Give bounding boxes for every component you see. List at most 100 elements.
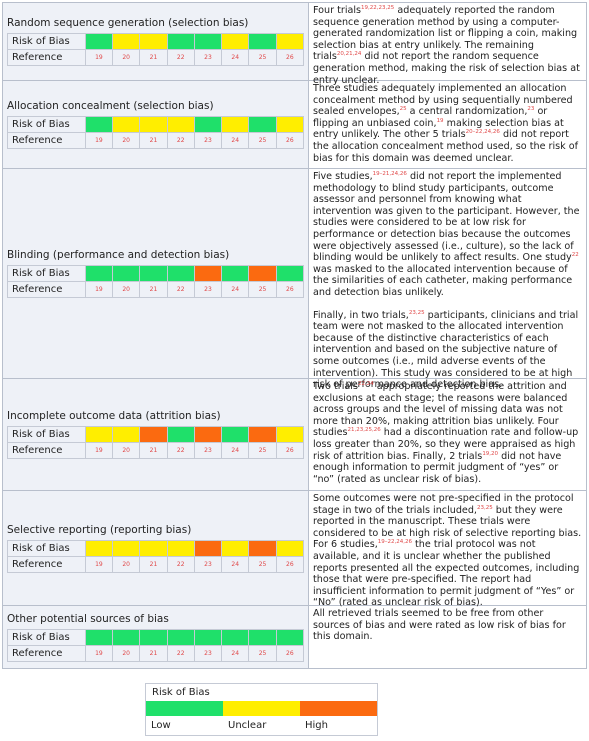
reference-number: 20 — [112, 132, 141, 149]
rating-cell — [112, 539, 141, 557]
rating-cell — [112, 33, 141, 50]
reference-number: 25 — [248, 555, 277, 573]
reference-number: 19 — [84, 49, 114, 66]
text: but they were reported in the manuscript… — [313, 504, 582, 551]
reference-number: 24 — [221, 281, 250, 298]
text: Some outcomes were not pre-specified in … — [313, 493, 574, 516]
text: did not report the random sequence gener… — [313, 51, 580, 86]
text: Finally, in two trials, — [313, 309, 409, 321]
reference-number: 21 — [139, 132, 168, 149]
reference-number: 24 — [221, 644, 250, 662]
legend-label: Unclear — [228, 720, 267, 731]
paragraph: Finally, in two trials,23,25 participant… — [313, 310, 582, 391]
rating-cell — [193, 628, 223, 646]
domain-row: Other potential sources of bias Risk of B… — [3, 606, 586, 669]
row-label: Risk of Bias — [7, 265, 86, 282]
legend-swatch — [146, 701, 223, 716]
domain-row: Selective reporting (reporting bias) Risk… — [3, 491, 586, 609]
rating-cell — [112, 426, 141, 443]
text: adequately reported the random sequence … — [313, 5, 578, 63]
domain-text: Four trials19,22,23,25 adequately report… — [309, 3, 586, 86]
citation: 23,25 — [476, 504, 493, 511]
rating-cell — [112, 116, 141, 133]
row-label: Risk of Bias — [7, 426, 86, 443]
reference-number: 19 — [84, 281, 114, 298]
reference-number: 23 — [193, 555, 223, 573]
rating-cell — [248, 426, 277, 443]
rating-cell — [248, 33, 277, 50]
reference-number: 23 — [193, 442, 223, 459]
reference-number: 26 — [275, 644, 305, 662]
reference-number: 24 — [221, 442, 250, 459]
reference-row: Reference 19 20 21 22 23 24 25 26 — [7, 281, 305, 298]
rating-row: Risk of Bias — [7, 33, 305, 50]
domain-text: Five studies,19–21,24,26 did not report … — [309, 169, 586, 390]
rating-cell — [275, 116, 305, 133]
rating-table: Risk of Bias Reference 19 20 21 22 23 24 25 26 — [7, 116, 305, 149]
reference-number: 20 — [112, 644, 141, 662]
legend-label: Low — [151, 720, 171, 731]
citation: 22,24 — [357, 381, 374, 387]
domain-title: Selective reporting (reporting bias) — [7, 523, 192, 536]
reference-number: 23 — [193, 644, 223, 662]
reference-number: 22 — [166, 132, 195, 149]
rating-cell — [221, 539, 250, 557]
rating-cell — [139, 116, 168, 133]
rating-cell — [248, 628, 277, 646]
reference-number: 21 — [139, 281, 168, 298]
rating-cell — [193, 426, 223, 443]
row-label: Risk of Bias — [7, 116, 86, 133]
domain-text: Two trials22,24 appropriately reported t… — [309, 379, 586, 490]
rating-cell — [193, 116, 223, 133]
rating-cell — [166, 539, 195, 557]
rating-cell — [166, 33, 195, 50]
domain-row: Random sequence generation (selection bi… — [3, 3, 586, 86]
citation: 19,20 — [482, 450, 499, 457]
risk-table: Random sequence generation (selection bi… — [2, 2, 587, 669]
reference-number: 22 — [166, 644, 195, 662]
reference-number: 20 — [112, 555, 141, 573]
text: appropriately reported the attrition and… — [313, 381, 568, 439]
domain-title: Incomplete outcome data (attrition bias) — [7, 410, 221, 422]
reference-number: 22 — [166, 442, 195, 459]
rating-cell — [221, 628, 250, 646]
rating-cell — [139, 628, 168, 646]
reference-row: Reference 19 20 21 22 23 24 25 26 — [7, 49, 305, 66]
reference-number: 24 — [221, 132, 250, 149]
legend-title: Risk of Bias — [152, 687, 210, 698]
rating-cell — [139, 33, 168, 50]
rating-cell — [166, 116, 195, 133]
text: the trial protocol was not available, an… — [313, 539, 580, 609]
rating-row: Risk of Bias — [7, 265, 305, 282]
legend-bars — [146, 701, 377, 716]
rating-cell — [84, 426, 114, 443]
reference-number: 26 — [275, 281, 305, 298]
domain-summary: Selective reporting (reporting bias) Risk… — [3, 491, 309, 605]
text: making selection bias at entry unlikely.… — [313, 117, 564, 141]
rating-cell — [112, 265, 141, 282]
reference-number: 25 — [248, 49, 277, 66]
rating-cell — [166, 426, 195, 443]
reference-number: 25 — [248, 442, 277, 459]
reference-number: 26 — [275, 132, 305, 149]
reference-number: 21 — [139, 49, 168, 66]
citation: 22 — [571, 252, 579, 259]
rating-cell — [248, 265, 277, 282]
row-label: Reference — [7, 555, 86, 573]
reference-number: 20 — [112, 281, 141, 298]
legend-swatch — [223, 701, 300, 716]
row-label: Reference — [7, 442, 86, 459]
domain-summary: Random sequence generation (selection bi… — [3, 3, 309, 80]
domain-title: Random sequence generation (selection bi… — [7, 17, 249, 29]
reference-number: 26 — [275, 49, 305, 66]
rating-cell — [112, 628, 141, 646]
row-label: Reference — [7, 281, 86, 298]
rating-row: Risk of Bias — [7, 628, 305, 646]
rating-cell — [221, 33, 250, 50]
rating-cell — [166, 265, 195, 282]
reference-number: 25 — [248, 644, 277, 662]
rating-cell — [275, 539, 305, 557]
domain-row: Blinding (performance and detection bias… — [3, 169, 586, 390]
rating-cell — [193, 33, 223, 50]
